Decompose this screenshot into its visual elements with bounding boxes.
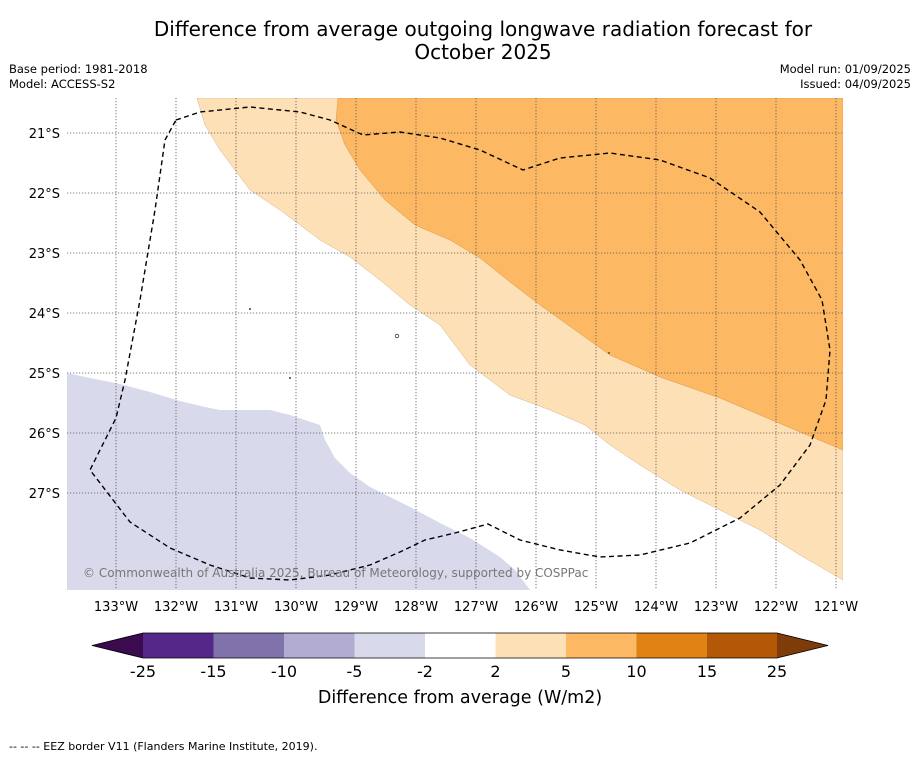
gridlines — [67, 98, 843, 590]
meta-left: Base period: 1981-2018 Model: ACCESS-S2 — [9, 62, 148, 92]
colorbar-tick-label: 10 — [626, 662, 646, 681]
longitude-labels: 133°W 132°W 131°W 130°W 129°W 128°W 127°… — [94, 600, 858, 615]
lat-label: 22°S — [29, 187, 60, 202]
colorbar-tick-label: 2 — [490, 662, 500, 681]
colorbar-tick-label: -10 — [271, 662, 297, 681]
map-title: Difference from average outgoing longwav… — [0, 18, 919, 64]
colorbar-tick-label: 25 — [767, 662, 787, 681]
eez-footnote: -- -- -- EEZ border V11 (Flanders Marine… — [9, 740, 318, 753]
lon-label: 121°W — [814, 600, 858, 615]
latitude-labels: 21°S 22°S 23°S 24°S 25°S 26°S 27°S — [29, 127, 60, 502]
colorbar-tick-label: 5 — [561, 662, 571, 681]
model-text: Model: ACCESS-S2 — [9, 77, 116, 91]
issued-text: Issued: 04/09/2025 — [800, 77, 911, 91]
island-marker — [289, 377, 291, 379]
model-run-text: Model run: 01/09/2025 — [779, 62, 911, 76]
copyright-text: © Commonwealth of Australia 2025, Bureau… — [83, 566, 588, 580]
lon-label: 130°W — [274, 600, 318, 615]
lon-label: 129°W — [334, 600, 378, 615]
title-line-1: Difference from average outgoing longwav… — [153, 17, 813, 41]
meta-right: Model run: 01/09/2025 Issued: 04/09/2025 — [780, 62, 911, 92]
lon-label: 127°W — [454, 600, 498, 615]
colorbar-segment — [636, 633, 707, 658]
lat-label: 26°S — [29, 427, 60, 442]
colorbar-high-extension — [777, 633, 828, 658]
colorbar-outline — [91, 632, 829, 659]
colorbar-tick-label: -5 — [347, 662, 363, 681]
base-period-text: Base period: 1981-2018 — [9, 62, 148, 76]
lat-label: 21°S — [29, 127, 60, 142]
colorbar-segment — [495, 633, 566, 658]
lon-label: 133°W — [94, 600, 138, 615]
island-marker — [249, 308, 251, 310]
lat-label: 25°S — [29, 367, 60, 382]
title-line-2: October 2025 — [414, 40, 552, 64]
negative-anomaly-region — [67, 373, 530, 590]
map-panel: © Commonwealth of Australia 2025, Bureau… — [67, 98, 843, 590]
lat-label: 27°S — [29, 487, 60, 502]
colorbar-segment — [213, 633, 284, 658]
lon-label: 126°W — [514, 600, 558, 615]
lon-label: 128°W — [394, 600, 438, 615]
lat-label: 24°S — [29, 307, 60, 322]
lon-label: 131°W — [214, 600, 258, 615]
colorbar-label: Difference from average (W/m2) — [318, 688, 602, 708]
lon-label: 122°W — [754, 600, 798, 615]
colorbar-tick-label: -25 — [130, 662, 156, 681]
colorbar-segment — [425, 633, 496, 658]
colorbar-segment — [354, 633, 425, 658]
island-marker — [394, 333, 400, 339]
lon-label: 132°W — [154, 600, 198, 615]
colorbar-low-extension — [92, 633, 143, 658]
colorbar-segment — [566, 633, 637, 658]
colorbar-segment — [707, 633, 777, 658]
colorbar-tick-label: 15 — [697, 662, 717, 681]
lat-label: 23°S — [29, 247, 60, 262]
lon-label: 123°W — [694, 600, 738, 615]
colorbar-segment — [143, 633, 214, 658]
colorbar-tick-label: -2 — [417, 662, 433, 681]
colorbar-tick-label: -15 — [200, 662, 226, 681]
island-marker — [608, 352, 610, 354]
colorbar-segment — [284, 633, 355, 658]
eez-border — [89, 106, 831, 581]
lon-label: 125°W — [574, 600, 618, 615]
lon-label: 124°W — [634, 600, 678, 615]
colorbar: -25 -15 -10 -5 -2 2 5 10 15 25 Differenc… — [91, 632, 829, 708]
